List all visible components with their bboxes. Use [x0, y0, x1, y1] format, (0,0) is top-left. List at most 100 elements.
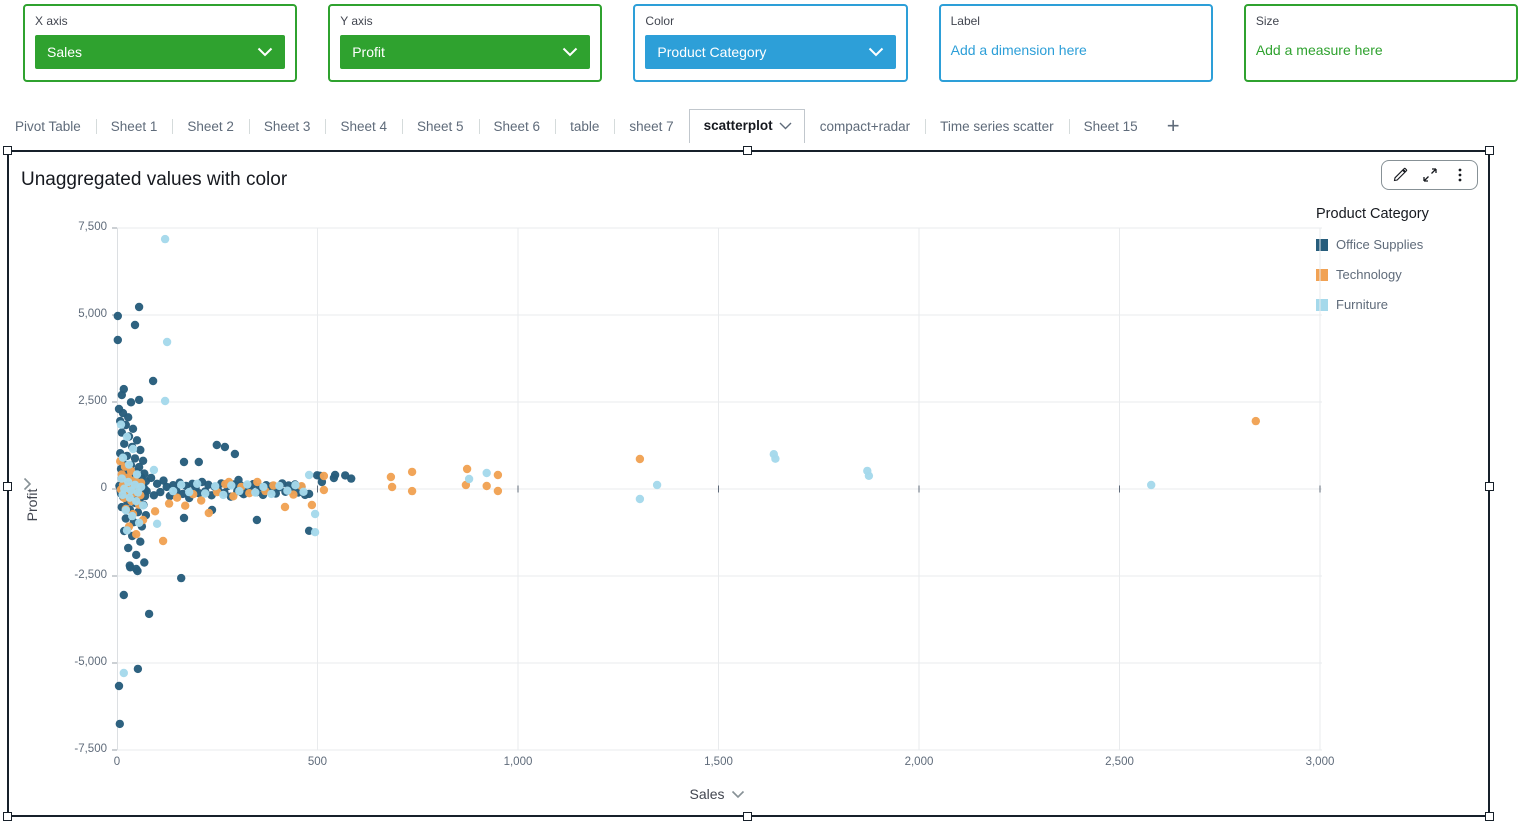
data-point[interactable]: [130, 454, 140, 463]
data-point[interactable]: [124, 413, 133, 422]
sheet-tab-sheet-5[interactable]: Sheet 5: [401, 111, 479, 142]
sheet-tab-sheet-6[interactable]: Sheet 6: [478, 111, 556, 142]
data-point[interactable]: [132, 436, 142, 445]
kebab-menu-icon[interactable]: [1451, 167, 1468, 184]
data-point[interactable]: [160, 396, 170, 406]
data-point[interactable]: [126, 486, 136, 495]
data-point[interactable]: [132, 564, 141, 574]
data-point[interactable]: [482, 481, 491, 491]
data-point[interactable]: [130, 320, 140, 330]
data-point[interactable]: [251, 488, 260, 497]
data-point[interactable]: [185, 487, 194, 497]
data-point[interactable]: [194, 457, 203, 467]
data-point[interactable]: [462, 464, 472, 474]
sheet-tab-sheet-3[interactable]: Sheet 3: [248, 111, 326, 142]
data-point[interactable]: [120, 439, 129, 448]
data-point[interactable]: [635, 494, 645, 504]
data-point[interactable]: [138, 456, 148, 465]
resize-handle-top-left[interactable]: [3, 146, 12, 155]
data-point[interactable]: [211, 482, 220, 491]
field-well-color[interactable]: Color Product Category: [633, 4, 908, 82]
field-well-size[interactable]: Size Add a measure here: [1243, 4, 1519, 82]
field-well-placeholder[interactable]: Add a dimension here: [950, 42, 1087, 58]
data-point[interactable]: [299, 487, 308, 496]
data-point[interactable]: [113, 335, 122, 345]
resize-handle-left-middle[interactable]: [3, 482, 12, 491]
data-point[interactable]: [138, 501, 148, 510]
data-point[interactable]: [128, 444, 138, 454]
data-point[interactable]: [136, 445, 145, 455]
scatterplot-visual[interactable]: Unaggregated values with color Product C…: [3, 146, 1494, 821]
data-point[interactable]: [864, 471, 874, 480]
data-point[interactable]: [253, 477, 262, 487]
data-point[interactable]: [132, 550, 141, 560]
field-well-label[interactable]: Label Add a dimension here: [938, 4, 1213, 82]
data-point[interactable]: [771, 454, 780, 463]
data-point[interactable]: [125, 493, 134, 502]
maximize-icon[interactable]: [1421, 167, 1438, 184]
field-well-dropdown[interactable]: Profit: [340, 35, 591, 69]
resize-handle-bottom-right[interactable]: [1485, 812, 1494, 821]
data-point[interactable]: [227, 481, 236, 490]
data-point[interactable]: [235, 486, 244, 496]
data-point[interactable]: [275, 481, 284, 491]
sheet-tab-sheet-15[interactable]: Sheet 15: [1068, 111, 1153, 142]
data-point[interactable]: [118, 490, 127, 500]
data-point[interactable]: [652, 480, 662, 490]
data-point[interactable]: [267, 489, 276, 499]
data-point[interactable]: [219, 490, 228, 500]
data-point[interactable]: [1251, 416, 1261, 426]
data-point[interactable]: [117, 474, 126, 483]
resize-handle-bottom-center[interactable]: [743, 812, 752, 821]
data-point[interactable]: [319, 485, 329, 495]
sheet-tab-table[interactable]: table: [555, 111, 614, 142]
add-sheet-button[interactable]: +: [1166, 113, 1180, 138]
data-point[interactable]: [181, 501, 190, 510]
data-point[interactable]: [319, 471, 329, 481]
sheet-tab-sheet-2[interactable]: Sheet 2: [172, 111, 249, 142]
data-point[interactable]: [124, 543, 133, 553]
data-point[interactable]: [330, 470, 340, 480]
data-point[interactable]: [118, 453, 128, 462]
data-point[interactable]: [114, 681, 124, 691]
data-point[interactable]: [283, 486, 292, 495]
data-point[interactable]: [119, 668, 128, 678]
data-point[interactable]: [126, 398, 136, 407]
data-point[interactable]: [307, 500, 317, 510]
pencil-icon[interactable]: [1391, 167, 1408, 184]
resize-handle-top-center[interactable]: [743, 146, 752, 155]
data-point[interactable]: [387, 482, 397, 492]
sheet-tab-compact-radar[interactable]: compact+radar: [805, 111, 925, 142]
field-well-y-axis[interactable]: Y axis Profit: [328, 4, 603, 82]
data-point[interactable]: [124, 460, 134, 469]
data-point[interactable]: [117, 390, 126, 400]
data-point[interactable]: [407, 467, 417, 477]
legend-item-office-supplies[interactable]: Office Supplies: [1316, 237, 1474, 252]
data-point[interactable]: [140, 558, 149, 567]
data-point[interactable]: [144, 609, 154, 619]
field-well-x-axis[interactable]: X axis Sales: [23, 4, 298, 82]
data-point[interactable]: [152, 479, 162, 488]
data-point[interactable]: [493, 470, 503, 480]
data-point[interactable]: [204, 508, 213, 518]
field-well-dropdown[interactable]: Sales: [35, 35, 286, 69]
resize-handle-top-right[interactable]: [1485, 146, 1494, 155]
data-point[interactable]: [304, 470, 314, 480]
data-point[interactable]: [179, 457, 189, 467]
data-point[interactable]: [149, 491, 159, 500]
field-well-placeholder[interactable]: Add a measure here: [1255, 42, 1383, 58]
data-point[interactable]: [162, 482, 171, 492]
sheet-tab-sheet-7[interactable]: sheet 7: [614, 111, 688, 142]
data-point[interactable]: [464, 474, 474, 484]
data-point[interactable]: [243, 480, 252, 489]
data-point[interactable]: [482, 468, 491, 478]
legend-item-technology[interactable]: Technology: [1316, 267, 1474, 282]
data-point[interactable]: [146, 473, 156, 483]
data-point[interactable]: [179, 513, 189, 523]
data-point[interactable]: [159, 476, 168, 485]
data-point[interactable]: [197, 496, 206, 505]
data-point[interactable]: [158, 536, 168, 546]
data-point[interactable]: [148, 376, 158, 386]
chevron-down-icon[interactable]: [779, 122, 792, 130]
data-point[interactable]: [193, 479, 202, 488]
